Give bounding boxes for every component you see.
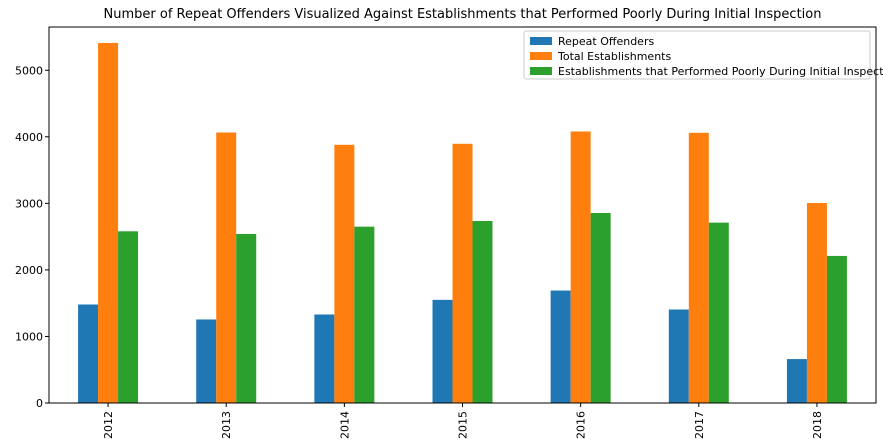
y-tick-label: 0 <box>36 397 43 410</box>
bar-2012-series-3 <box>118 231 139 403</box>
bar-2013-series-2 <box>216 132 237 403</box>
x-axis: 2012 2013 2014 2015 2016 2017 2018 <box>102 403 824 439</box>
y-axis: 0 1000 2000 3000 4000 5000 <box>15 64 49 410</box>
x-tick-label: 2017 <box>693 411 706 439</box>
bar-2015-series-1 <box>432 299 453 403</box>
bar-2015-series-3 <box>472 220 493 403</box>
y-tick-label: 5000 <box>15 64 43 77</box>
legend-swatch <box>530 52 552 60</box>
x-tick-label: 2014 <box>338 411 351 439</box>
x-tick-label: 2015 <box>457 411 470 439</box>
y-tick-label: 3000 <box>15 197 43 210</box>
bar-2014-series-1 <box>314 314 335 403</box>
bar-2018-series-3 <box>826 255 847 403</box>
y-tick-label: 1000 <box>15 330 43 343</box>
legend-label: Establishments that Performed Poorly Dur… <box>558 65 883 78</box>
bar-2018-series-1 <box>786 359 807 403</box>
bar-2013-series-3 <box>236 233 257 403</box>
x-tick-label: 2018 <box>811 411 824 439</box>
legend-label: Total Establishments <box>557 50 671 63</box>
y-tick-label: 4000 <box>15 131 43 144</box>
bar-2013-series-1 <box>196 319 217 403</box>
x-tick-label: 2013 <box>220 411 233 439</box>
bar-2017-series-3 <box>708 222 729 403</box>
bar-2015-series-2 <box>452 143 473 404</box>
bar-2016-series-3 <box>590 213 611 403</box>
bar-2012-series-1 <box>78 304 99 403</box>
chart-title: Number of Repeat Offenders Visualized Ag… <box>104 7 822 22</box>
plot-frame <box>48 26 877 404</box>
bar-2017-series-1 <box>668 309 689 403</box>
x-tick-label: 2012 <box>102 411 115 439</box>
bar-2017-series-2 <box>688 132 709 404</box>
bars-layer <box>78 42 847 404</box>
legend-label: Repeat Offenders <box>558 35 654 48</box>
x-tick-label: 2016 <box>575 411 588 439</box>
bar-2016-series-2 <box>570 131 591 403</box>
bar-2018-series-2 <box>806 203 827 403</box>
y-tick-label: 2000 <box>15 264 43 277</box>
bar-2016-series-1 <box>550 290 571 403</box>
legend-swatch <box>530 67 552 75</box>
legend: Repeat Offenders Total Establishments Esta… <box>523 30 883 80</box>
bar-2012-series-2 <box>98 42 119 403</box>
legend-swatch <box>530 37 552 45</box>
legend-box <box>523 30 871 80</box>
bar-2014-series-3 <box>354 226 375 403</box>
bar-2014-series-2 <box>334 144 355 404</box>
